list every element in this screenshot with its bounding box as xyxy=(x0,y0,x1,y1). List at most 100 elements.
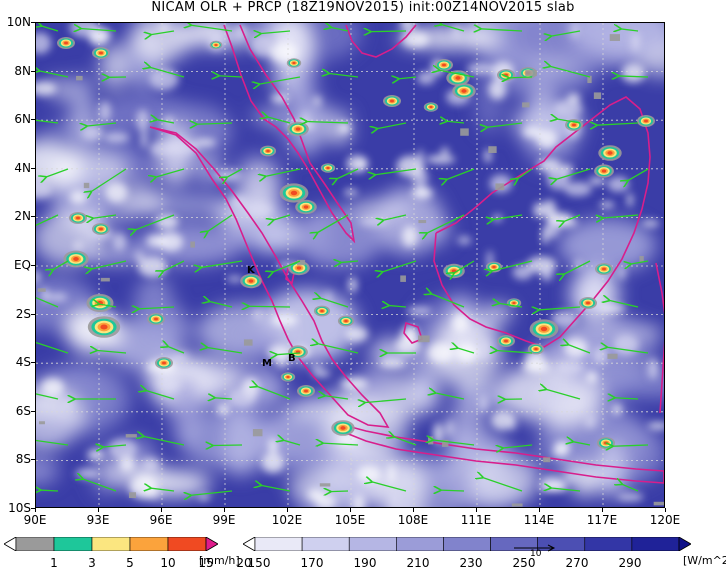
cloud-blob xyxy=(617,492,644,502)
wind-vector-arrow xyxy=(502,445,533,448)
wind-vector-arrow xyxy=(80,28,117,31)
wind-vector-arrow xyxy=(324,396,349,400)
precip-light-patch xyxy=(125,434,137,438)
colorbar-label: 3 xyxy=(88,556,96,570)
wind-vector-arrow xyxy=(317,344,359,354)
cloud-blob xyxy=(469,452,541,506)
wind-vector-arrow xyxy=(572,442,591,446)
x-axis-tick-label: 117E xyxy=(586,513,618,527)
cloud-blob xyxy=(396,155,425,177)
cloud-blob xyxy=(75,468,100,479)
wind-vector-arrow xyxy=(322,443,359,445)
wind-vector-arrow xyxy=(340,261,359,263)
cloud-blob xyxy=(103,132,130,143)
precip-light-patch xyxy=(418,220,427,224)
colorbar-segment xyxy=(584,537,633,551)
y-axis-tick xyxy=(31,410,35,412)
precip-cell xyxy=(297,385,315,397)
cloud-blob xyxy=(247,202,273,218)
precip-cell xyxy=(423,102,439,112)
cloud-blob xyxy=(314,96,321,106)
cloud-blob xyxy=(269,74,304,94)
precip-cell xyxy=(529,319,559,339)
y-axis-tick-label: 6N xyxy=(14,112,31,127)
cloud-blob xyxy=(456,343,478,363)
cloud-blob xyxy=(250,35,274,58)
y-axis-tick-label: 4S xyxy=(15,355,31,370)
precip-cell xyxy=(295,199,317,215)
precip-cell xyxy=(597,437,615,449)
precip-cell xyxy=(446,70,470,86)
wind-vector-arrow xyxy=(256,386,291,400)
cloud-blob xyxy=(571,314,657,388)
x-axis-tick xyxy=(665,508,666,512)
colorbar-segment xyxy=(53,537,93,551)
cloud-blob xyxy=(41,378,64,396)
cloud-blob xyxy=(253,370,276,405)
colorbar-label: 230 xyxy=(459,556,483,570)
wind-vector-arrow xyxy=(431,294,465,308)
wind-vector-arrow xyxy=(265,168,301,176)
cloud-blob xyxy=(112,232,127,252)
cloud-blob xyxy=(522,126,543,138)
colorbar-segment xyxy=(631,537,680,551)
precip-cell xyxy=(452,83,476,99)
cloud-blob xyxy=(336,434,360,445)
wind-vector-arrow xyxy=(201,260,243,268)
y-axis-tick xyxy=(31,22,35,23)
cloud-blob xyxy=(115,187,165,216)
x-axis-tick xyxy=(287,508,288,512)
cloud-blob xyxy=(410,188,433,198)
cloud-blob xyxy=(344,189,358,196)
wind-vector-arrow xyxy=(620,29,639,31)
precip-light-patch xyxy=(653,501,664,506)
precip-cell xyxy=(579,297,597,309)
cloud-blob xyxy=(617,265,626,280)
cloud-blob xyxy=(563,473,579,482)
cloud-blob xyxy=(476,339,491,361)
cloud-blob xyxy=(457,236,472,245)
olr-colorbar xyxy=(243,537,691,551)
wind-vector-arrow xyxy=(630,260,649,264)
precip-cell xyxy=(337,315,355,327)
cloud-blob xyxy=(611,403,623,415)
wind-vector-arrow xyxy=(618,76,649,77)
wind-reference-vector xyxy=(514,544,556,552)
colorbar-label: 270 xyxy=(565,556,589,570)
cloud-blob xyxy=(269,42,298,63)
colorbar-segment xyxy=(396,537,444,551)
cloud-blob xyxy=(533,202,545,218)
cloud-blob xyxy=(613,334,639,356)
wind-vector-arrow xyxy=(283,440,301,446)
wind-vector-arrow xyxy=(563,260,591,275)
cloud-blob xyxy=(647,422,664,430)
cloud-blob xyxy=(99,101,111,122)
wind-vector-arrow xyxy=(627,168,649,181)
map-title: NICAM OLR + PRCP (18Z19NOV2015) init:00Z… xyxy=(151,0,575,15)
cloud-blob xyxy=(395,336,421,355)
wind-vector-arrow xyxy=(36,214,59,226)
cloud-blob xyxy=(198,494,210,501)
wind-vector-arrow xyxy=(439,70,475,78)
cloud-blob xyxy=(553,100,583,118)
cloud-blob xyxy=(491,410,514,431)
wind-vector-arrow xyxy=(150,488,175,491)
cloud-blob xyxy=(108,438,138,460)
wind-vector-arrow xyxy=(36,119,59,124)
wind-vector-arrow xyxy=(568,344,591,354)
coastline-north-indochina xyxy=(345,24,417,58)
x-axis-tick xyxy=(476,508,477,512)
colorbar-segment xyxy=(91,537,131,551)
cloud-blob xyxy=(62,399,74,409)
cloud-blob xyxy=(417,149,424,169)
x-axis-tick-label: 120E xyxy=(649,513,681,527)
cloud-blob xyxy=(410,370,439,404)
colorbar-label: 150 xyxy=(247,556,271,570)
wind-vector-arrow xyxy=(517,168,533,179)
x-axis-tick xyxy=(161,508,162,512)
cloud-blob xyxy=(607,176,630,193)
cloud-blob xyxy=(446,425,483,459)
precip-light-patch xyxy=(252,429,263,437)
x-axis-tick xyxy=(602,508,603,512)
wind-vector-arrow xyxy=(612,445,649,446)
